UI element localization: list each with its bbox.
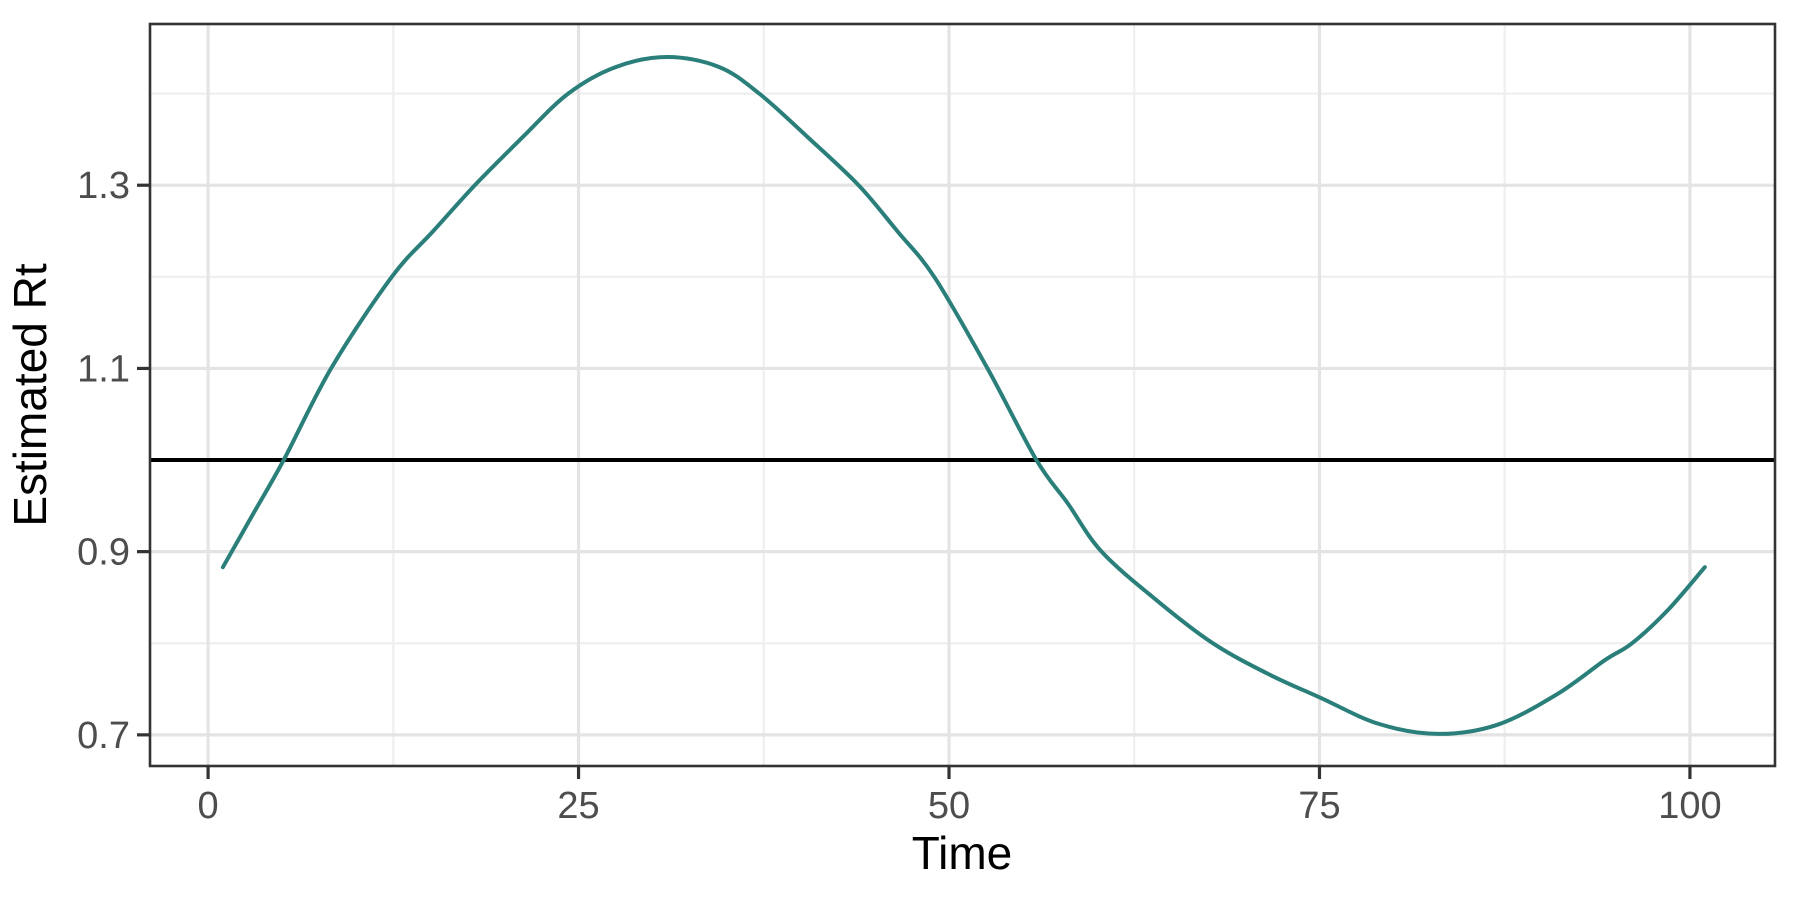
estimated-rt-curve: [220, 55, 1707, 736]
x-tick-label: 75: [1298, 785, 1340, 827]
y-tick-label: 0.7: [77, 715, 130, 757]
axis-ticks-group: [137, 183, 1692, 779]
grid-minor-group: [150, 24, 1775, 766]
y-axis-title: Estimated Rt: [4, 263, 56, 527]
axis-labels-group: 0 25 50 75 100 0.7 0.9 1.1 1.3: [77, 165, 1721, 827]
y-tick-label: 1.3: [77, 165, 130, 207]
grid-major-group: [150, 24, 1775, 766]
y-tick-label: 1.1: [77, 348, 130, 390]
series-group: [150, 55, 1775, 736]
x-tick-label: 50: [928, 785, 970, 827]
x-tick-label: 25: [557, 785, 599, 827]
panel-border: [148, 22, 1777, 768]
x-tick-label: 0: [198, 785, 219, 827]
panel-border-group: [148, 22, 1777, 768]
x-axis-title: Time: [912, 827, 1013, 879]
y-tick-label: 0.9: [77, 532, 130, 574]
x-tick-label: 100: [1658, 785, 1721, 827]
